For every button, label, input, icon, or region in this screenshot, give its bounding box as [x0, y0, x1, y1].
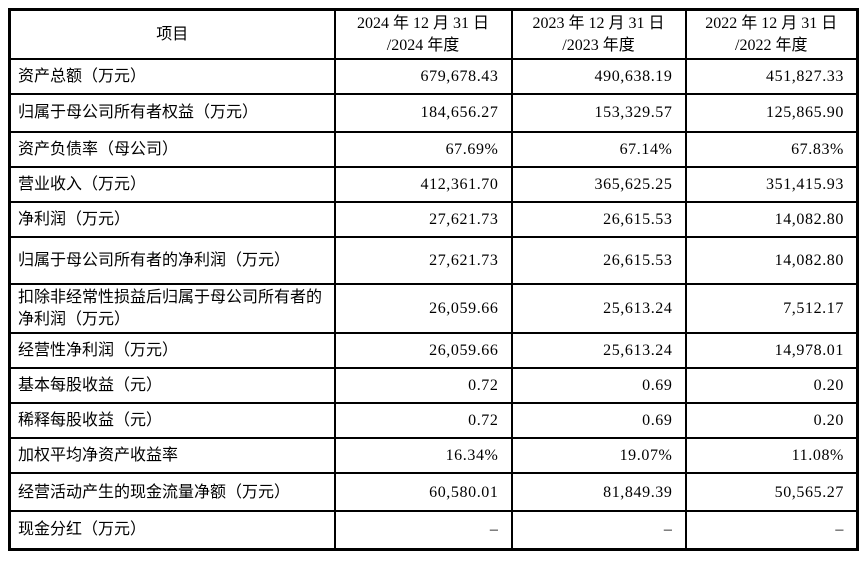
- value-2022: 351,415.93: [684, 166, 859, 204]
- value-2023: –: [510, 510, 687, 551]
- value-2023: 365,625.25: [510, 166, 687, 204]
- row-label: 稀释每股收益（元）: [8, 402, 336, 440]
- table-row: 稀释每股收益（元） 0.72 0.69 0.20: [8, 402, 859, 440]
- table-row: 现金分红（万元） – – –: [8, 510, 859, 551]
- row-label: 经营活动产生的现金流量净额（万元）: [8, 472, 336, 513]
- row-label: 经营性净利润（万元）: [8, 332, 336, 370]
- table-row: 经营性净利润（万元） 26,059.66 25,613.24 14,978.01: [8, 332, 859, 370]
- row-label: 基本每股收益（元）: [8, 367, 336, 405]
- row-label: 归属于母公司所有者的净利润（万元）: [8, 236, 336, 286]
- table-row: 净利润（万元） 27,621.73 26,615.53 14,082.80: [8, 201, 859, 239]
- row-label: 净利润（万元）: [8, 201, 336, 239]
- value-2023: 25,613.24: [510, 332, 687, 370]
- row-label: 资产负债率（母公司）: [8, 131, 336, 169]
- value-2022: 67.83%: [684, 131, 859, 169]
- header-row: 项目 2024 年 12 月 31 日 /2024 年度 2023 年 12 月…: [8, 8, 859, 61]
- value-2024: 412,361.70: [333, 166, 513, 204]
- table-row: 加权平均净资产收益率 16.34% 19.07% 11.08%: [8, 437, 859, 475]
- value-2022: 125,865.90: [684, 93, 859, 134]
- value-2024: 67.69%: [333, 131, 513, 169]
- value-2023: 81,849.39: [510, 472, 687, 513]
- row-label: 归属于母公司所有者权益（万元）: [8, 93, 336, 134]
- column-header-2023: 2023 年 12 月 31 日 /2023 年度: [510, 8, 687, 61]
- row-label: 扣除非经常性损益后归属于母公司所有者的净利润（万元）: [8, 283, 336, 335]
- column-header-item: 项目: [8, 8, 336, 61]
- table-row: 资产总额（万元） 679,678.43 490,638.19 451,827.3…: [8, 58, 859, 96]
- value-2023: 0.69: [510, 367, 687, 405]
- row-label: 营业收入（万元）: [8, 166, 336, 204]
- value-2022: 451,827.33: [684, 58, 859, 96]
- value-2024: 27,621.73: [333, 236, 513, 286]
- value-2022: 50,565.27: [684, 472, 859, 513]
- value-2022: 14,082.80: [684, 201, 859, 239]
- value-2024: 184,656.27: [333, 93, 513, 134]
- value-2024: 16.34%: [333, 437, 513, 475]
- value-2024: 679,678.43: [333, 58, 513, 96]
- table-row: 基本每股收益（元） 0.72 0.69 0.20: [8, 367, 859, 405]
- value-2023: 25,613.24: [510, 283, 687, 335]
- column-header-2024: 2024 年 12 月 31 日 /2024 年度: [333, 8, 513, 61]
- table-row: 营业收入（万元） 412,361.70 365,625.25 351,415.9…: [8, 166, 859, 204]
- row-label: 加权平均净资产收益率: [8, 437, 336, 475]
- value-2023: 19.07%: [510, 437, 687, 475]
- value-2024: –: [333, 510, 513, 551]
- value-2022: 7,512.17: [684, 283, 859, 335]
- value-2024: 60,580.01: [333, 472, 513, 513]
- column-header-2022: 2022 年 12 月 31 日 /2022 年度: [684, 8, 859, 61]
- value-2022: 14,082.80: [684, 236, 859, 286]
- row-label: 现金分红（万元）: [8, 510, 336, 551]
- value-2024: 26,059.66: [333, 332, 513, 370]
- value-2022: 11.08%: [684, 437, 859, 475]
- value-2024: 0.72: [333, 367, 513, 405]
- value-2024: 26,059.66: [333, 283, 513, 335]
- value-2022: 0.20: [684, 402, 859, 440]
- value-2022: 14,978.01: [684, 332, 859, 370]
- value-2023: 0.69: [510, 402, 687, 440]
- value-2023: 153,329.57: [510, 93, 687, 134]
- table-row: 归属于母公司所有者的净利润（万元） 27,621.73 26,615.53 14…: [8, 236, 859, 286]
- value-2022: 0.20: [684, 367, 859, 405]
- value-2023: 26,615.53: [510, 236, 687, 286]
- row-label: 资产总额（万元）: [8, 58, 336, 96]
- value-2023: 26,615.53: [510, 201, 687, 239]
- table-row: 归属于母公司所有者权益（万元） 184,656.27 153,329.57 12…: [8, 93, 859, 134]
- financial-summary-table: 项目 2024 年 12 月 31 日 /2024 年度 2023 年 12 月…: [8, 8, 859, 551]
- table-row: 经营活动产生的现金流量净额（万元） 60,580.01 81,849.39 50…: [8, 472, 859, 513]
- table-row: 扣除非经常性损益后归属于母公司所有者的净利润（万元） 26,059.66 25,…: [8, 283, 859, 335]
- value-2023: 490,638.19: [510, 58, 687, 96]
- value-2022: –: [684, 510, 859, 551]
- value-2024: 27,621.73: [333, 201, 513, 239]
- document-page: 项目 2024 年 12 月 31 日 /2024 年度 2023 年 12 月…: [0, 8, 864, 563]
- value-2024: 0.72: [333, 402, 513, 440]
- table-row: 资产负债率（母公司） 67.69% 67.14% 67.83%: [8, 131, 859, 169]
- value-2023: 67.14%: [510, 131, 687, 169]
